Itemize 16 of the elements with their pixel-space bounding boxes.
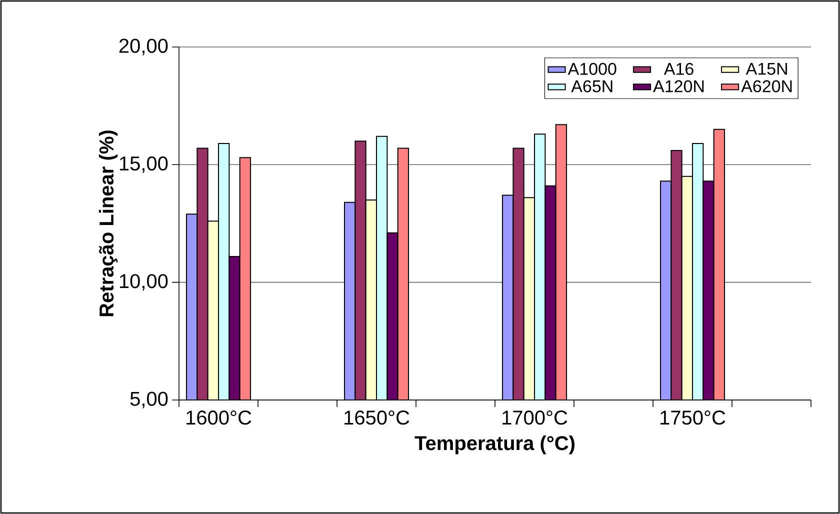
y-tick-label: 5,00 [130, 392, 168, 408]
y-tick-label: 15,00 [120, 156, 168, 173]
legend-label: A16 [664, 62, 694, 75]
y-tick-label: 10,00 [120, 274, 168, 291]
x-axis-title: Temperatura (°C) [414, 436, 574, 454]
legend-label: A1000 [568, 62, 616, 75]
legend-label: A15N [746, 62, 787, 75]
legend-label: A65N [571, 80, 612, 92]
x-tick-label: 1600°C [186, 410, 252, 425]
x-tick-label: 1650°C [344, 410, 410, 425]
x-tick-label: 1750°C [660, 410, 726, 425]
y-axis-title: Retração Linear (%) [98, 130, 118, 316]
legend-label: A120N [653, 80, 704, 92]
x-tick-label: 1700°C [502, 410, 568, 425]
y-tick-label: 20,00 [119, 38, 168, 56]
legend-label: A620N [741, 80, 792, 92]
